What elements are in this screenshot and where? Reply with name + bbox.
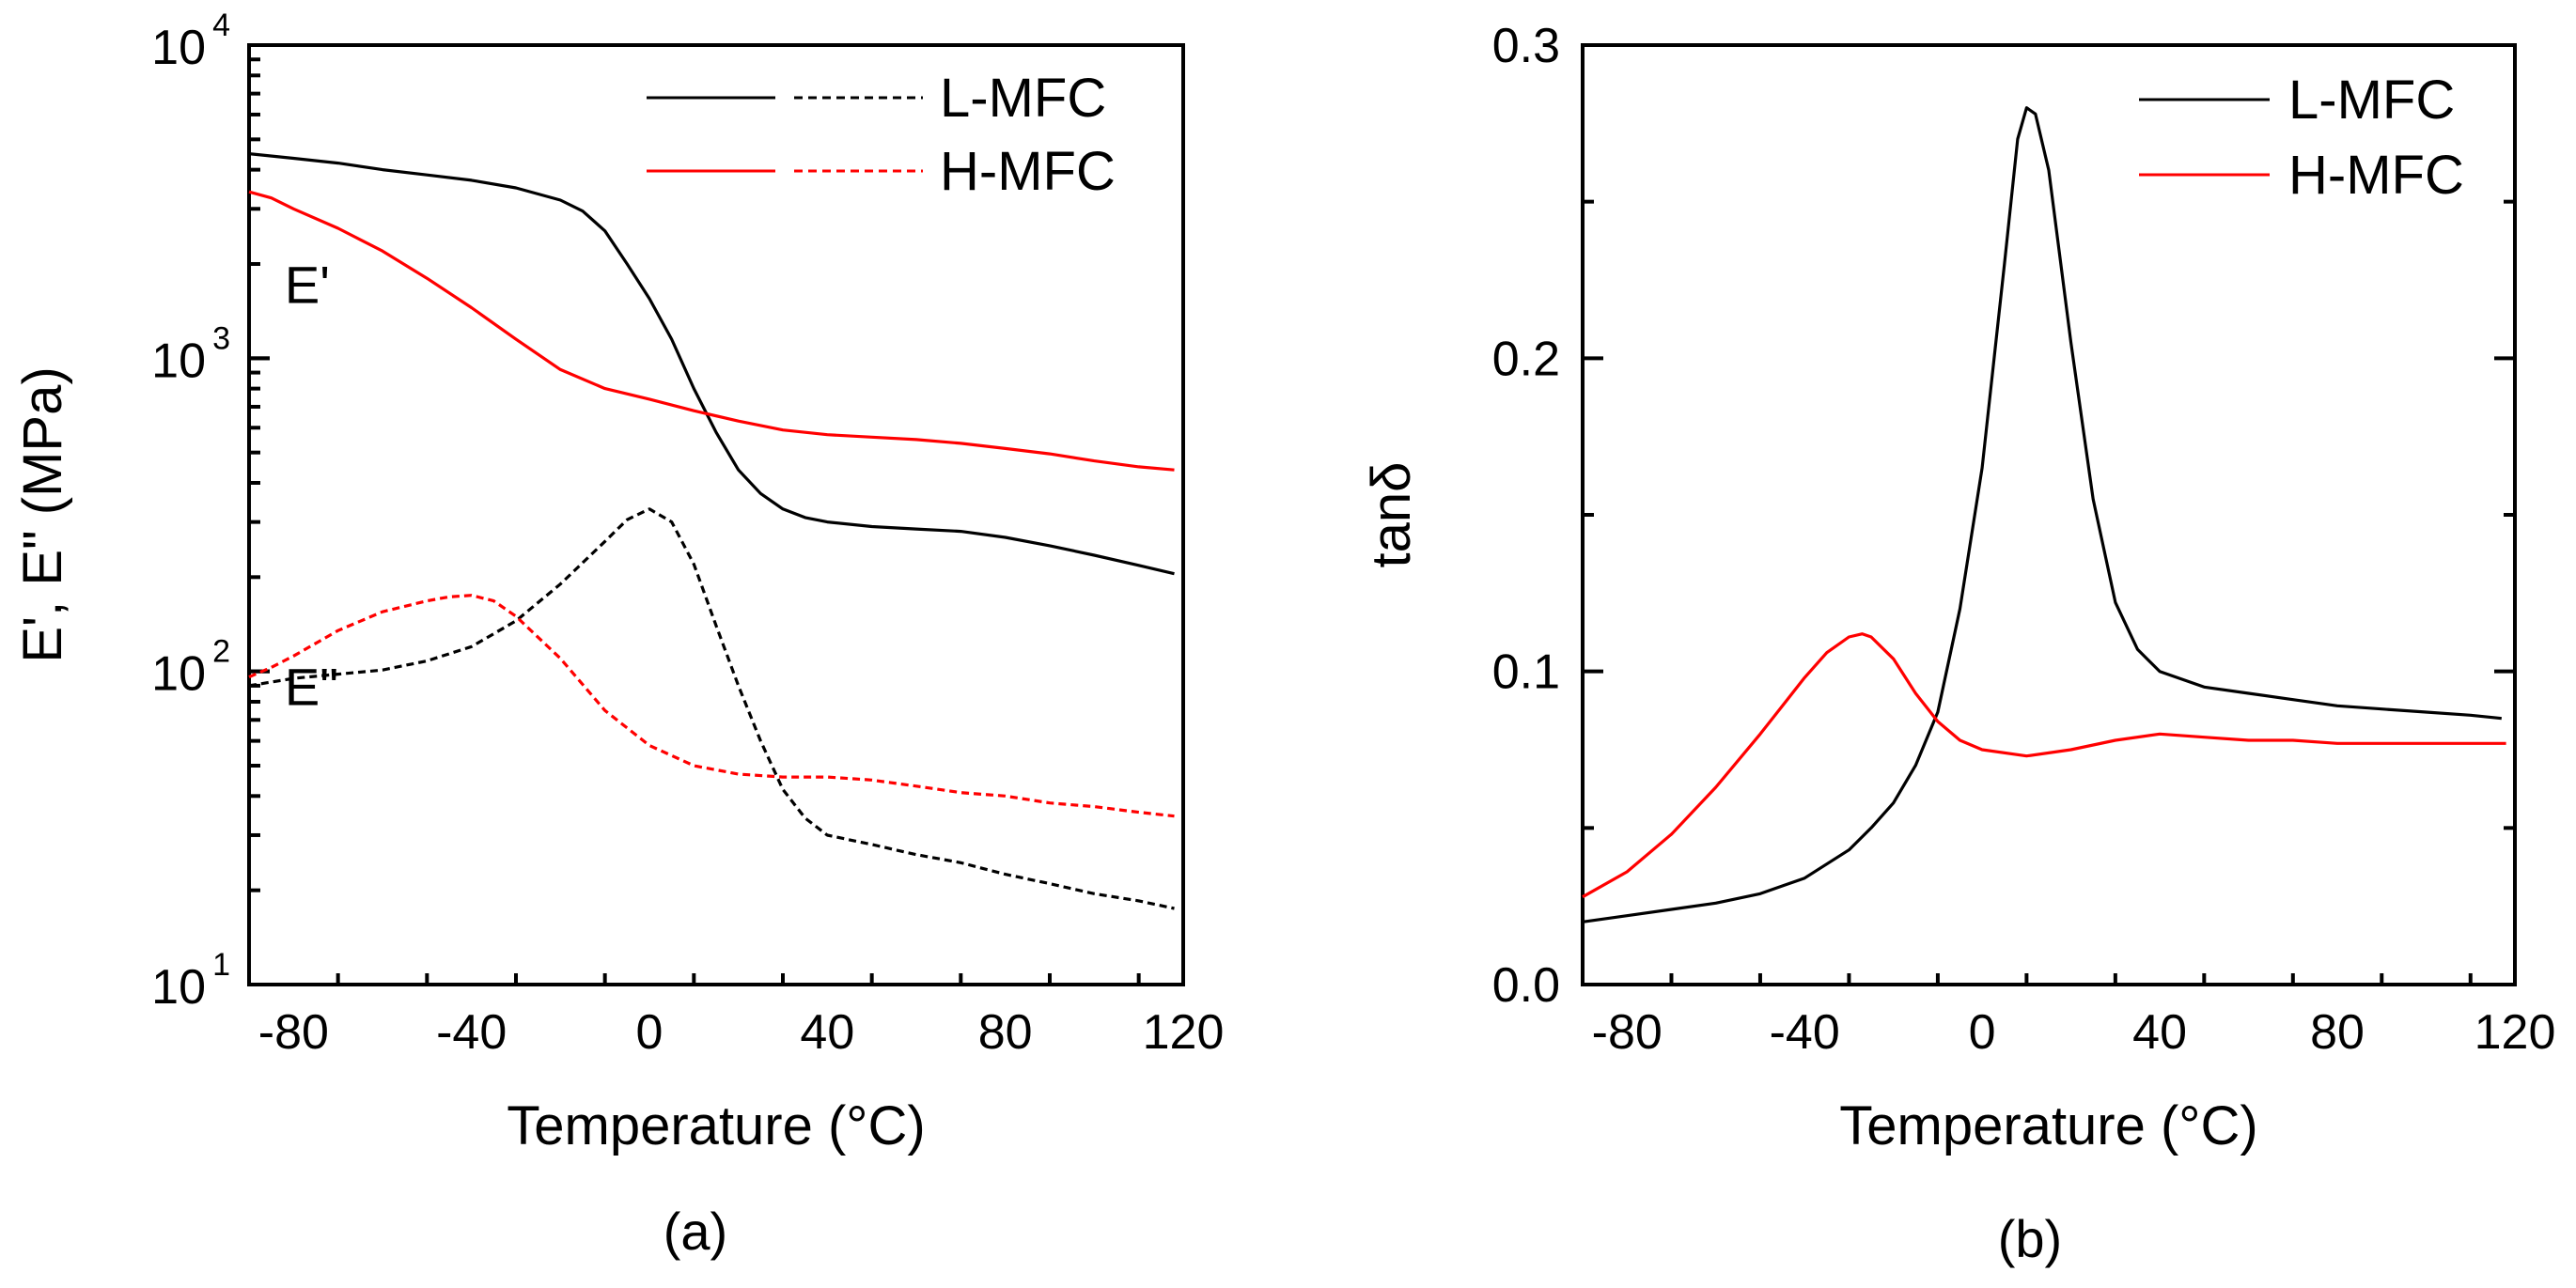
chart-a-caption: (a) [664,1202,727,1261]
annotation-e-prime: E' [285,256,330,315]
chart-b-y-tick-labels: 0.0 0.1 0.2 0.3 [1492,19,1560,1013]
chart-a-y-tick-exponent: 4 [212,8,230,43]
chart-a-y-tick-exponent: 1 [212,947,230,983]
chart-b-y-tick-label: 0.0 [1492,958,1560,1013]
chart-b-series [1582,106,2506,923]
chart-b-x-tick-label: 80 [2310,1005,2365,1060]
chart-b-x-tick-labels: -80 -40 0 40 80 120 [1592,1005,2556,1060]
chart-a-y-tick-label: 10 [151,21,206,75]
legend-label-l-mfc: L-MFC [940,68,1106,129]
chart-a-x-tick-labels: -80 -40 0 40 80 120 [258,1005,1225,1060]
chart-a-y-axis-label: E', E" (MPa) [12,366,73,662]
legend-b-label-h-mfc: H-MFC [2288,145,2464,206]
chart-a-series-h-mfc-e [248,190,1175,472]
chart-b-x-tick-label: 120 [2475,1005,2556,1060]
chart-a-frame [247,43,1185,986]
chart-a-x-tick-label: -40 [436,1005,507,1060]
chart-b-x-tick-label: -80 [1592,1005,1663,1060]
chart-b-y-axis-label: tanδ [1361,462,1422,568]
chart-b-x-tick-label: -40 [1770,1005,1840,1060]
chart-b-x-tick-label: 0 [1969,1005,1996,1060]
annotation-e-double-prime: E" [285,658,338,717]
chart-b-x-axis-label: Temperature (°C) [1839,1095,2257,1156]
legend-b-label-l-mfc: L-MFC [2288,70,2455,131]
chart-b-series-l-mfc [1582,106,2502,923]
chart-a-x-tick-label: -80 [258,1005,329,1060]
chart-b-legend: L-MFC H-MFC [2139,70,2464,206]
legend-label-h-mfc: H-MFC [940,141,1116,202]
chart-b-x-tick-label: 40 [2132,1005,2187,1060]
chart-a-x-tick-label: 0 [636,1005,664,1060]
chart-b-y-tick-label: 0.1 [1492,645,1560,700]
chart-b-y-tick-label: 0.2 [1492,332,1560,386]
chart-b-series-h-mfc [1582,632,2506,899]
chart-a-y-tick-label: 10 [151,960,206,1015]
chart-a-series-l-mfc-e [248,507,1175,910]
chart-b: -80 -40 0 40 80 120 0.00.10.20.3 L-MFC H-MFC … [1361,19,2555,1268]
chart-a-y-tick-label: 10 [151,334,206,388]
chart-a-ticks [249,57,1141,985]
chart-a-x-tick-label: 40 [800,1005,854,1060]
chart-a-series-l-mfc-e [248,152,1175,576]
chart-a-series [248,152,1175,910]
chart-a-x-axis-label: Temperature (°C) [507,1095,925,1156]
chart-a-x-tick-label: 80 [978,1005,1033,1060]
chart-a-legend: L-MFC H-MFC [647,68,1116,202]
chart-a-series-h-mfc-e [248,594,1175,818]
chart-a-x-tick-label: 120 [1143,1005,1225,1060]
chart-b-caption: (b) [1998,1209,2062,1268]
chart-a-y-tick-exponent: 3 [212,320,230,356]
chart-b-y-tick-label: 0.3 [1492,19,1560,73]
chart-b-ticks [1583,199,2515,985]
chart-a-y-tick-exponent: 2 [212,634,230,670]
chart-a-y-tick-label: 10 [151,647,206,702]
